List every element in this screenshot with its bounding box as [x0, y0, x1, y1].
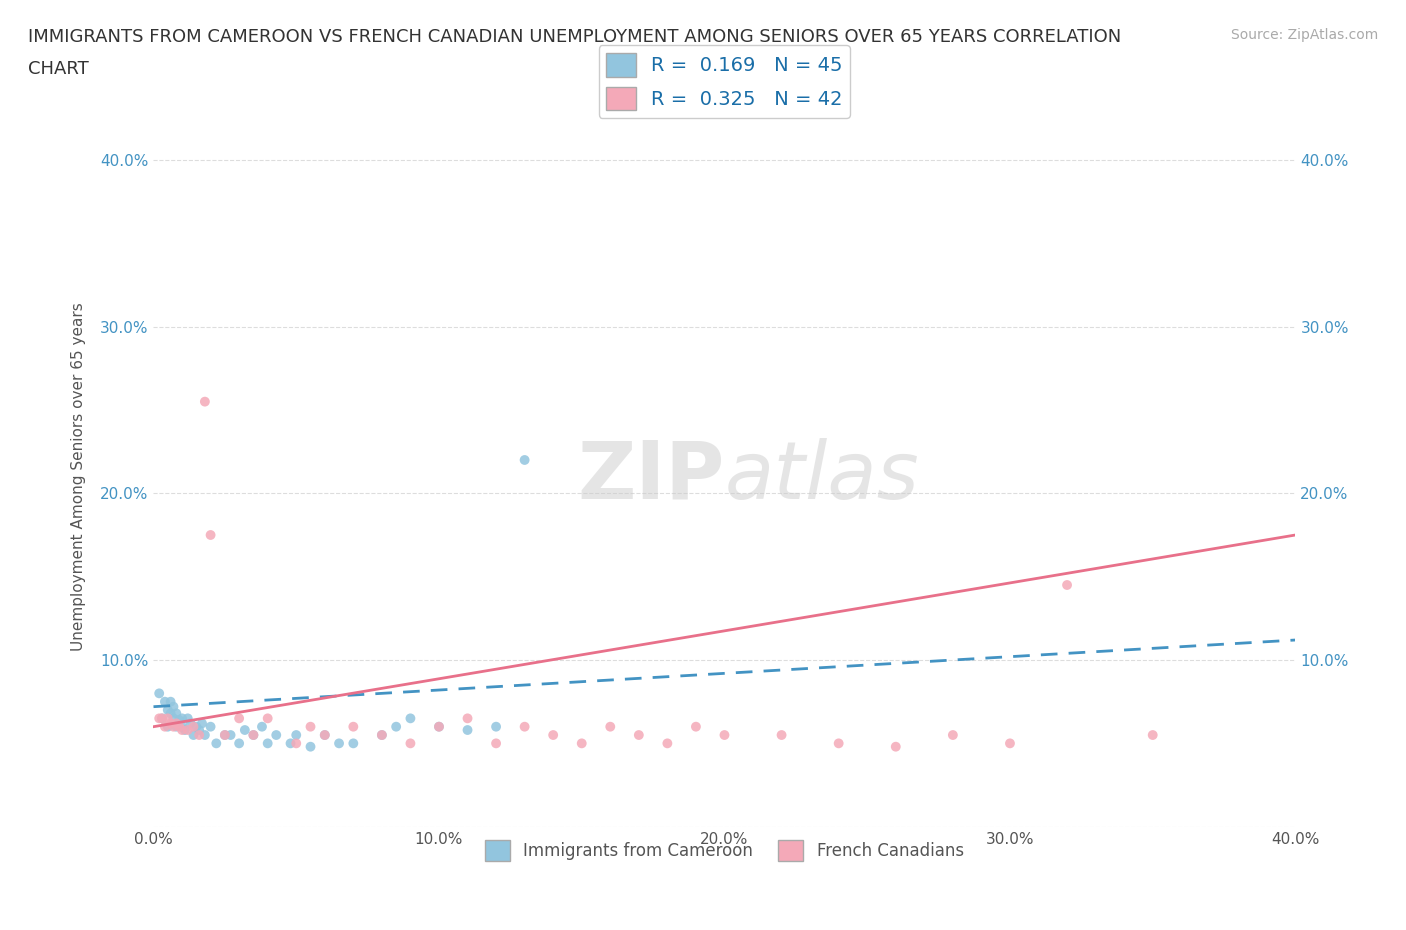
Point	[314, 727, 336, 742]
Point	[214, 727, 236, 742]
Point	[214, 727, 236, 742]
Point	[153, 695, 176, 710]
Text: atlas: atlas	[724, 438, 920, 515]
Point	[165, 719, 187, 734]
Point	[156, 711, 179, 725]
Point	[884, 739, 907, 754]
Point	[280, 736, 302, 751]
Point	[194, 394, 217, 409]
Text: CHART: CHART	[28, 60, 89, 78]
Point	[159, 695, 181, 710]
Point	[219, 727, 242, 742]
Point	[165, 716, 187, 731]
Point	[942, 727, 965, 742]
Point	[299, 739, 322, 754]
Point	[627, 727, 650, 742]
Point	[188, 727, 211, 742]
Point	[371, 727, 394, 742]
Point	[170, 723, 193, 737]
Point	[342, 736, 364, 751]
Point	[167, 719, 190, 734]
Point	[170, 719, 193, 734]
Point	[165, 706, 187, 721]
Point	[328, 736, 350, 751]
Text: IMMIGRANTS FROM CAMEROON VS FRENCH CANADIAN UNEMPLOYMENT AMONG SENIORS OVER 65 Y: IMMIGRANTS FROM CAMEROON VS FRENCH CANAD…	[28, 28, 1122, 46]
Point	[541, 727, 564, 742]
Point	[167, 712, 190, 727]
Point	[1056, 578, 1078, 592]
Point	[427, 719, 450, 734]
Point	[183, 727, 205, 742]
Point	[685, 719, 707, 734]
Point	[385, 719, 408, 734]
Point	[228, 736, 250, 751]
Point	[177, 723, 200, 737]
Legend: Immigrants from Cameroon, French Canadians: Immigrants from Cameroon, French Canadia…	[478, 833, 970, 868]
Point	[177, 711, 200, 725]
Point	[285, 727, 308, 742]
Point	[183, 719, 205, 734]
Point	[485, 736, 508, 751]
Point	[200, 527, 222, 542]
Point	[770, 727, 793, 742]
Point	[233, 723, 256, 737]
Point	[150, 711, 173, 725]
Point	[186, 719, 208, 734]
Point	[228, 711, 250, 725]
Point	[599, 719, 621, 734]
Point	[657, 736, 679, 751]
Point	[342, 719, 364, 734]
Point	[827, 736, 849, 751]
Point	[159, 716, 181, 731]
Point	[485, 719, 508, 734]
Point	[150, 711, 173, 725]
Point	[256, 711, 278, 725]
Point	[713, 727, 735, 742]
Point	[513, 719, 536, 734]
Point	[162, 719, 184, 734]
Point	[194, 727, 217, 742]
Point	[174, 723, 197, 737]
Point	[180, 716, 202, 731]
Point	[998, 736, 1021, 751]
Point	[191, 716, 214, 731]
Point	[159, 706, 181, 721]
Point	[399, 711, 422, 725]
Point	[285, 736, 308, 751]
Point	[457, 711, 479, 725]
Point	[170, 711, 193, 725]
Point	[153, 719, 176, 734]
Point	[242, 727, 264, 742]
Point	[205, 736, 228, 751]
Point	[250, 719, 273, 734]
Point	[264, 727, 287, 742]
Y-axis label: Unemployment Among Seniors over 65 years: Unemployment Among Seniors over 65 years	[72, 302, 86, 651]
Point	[200, 719, 222, 734]
Point	[256, 736, 278, 751]
Point	[156, 702, 179, 717]
Point	[1142, 727, 1164, 742]
Point	[427, 719, 450, 734]
Point	[371, 727, 394, 742]
Text: Source: ZipAtlas.com: Source: ZipAtlas.com	[1230, 28, 1378, 42]
Point	[156, 719, 179, 734]
Point	[162, 699, 184, 714]
Point	[188, 723, 211, 737]
Point	[148, 686, 170, 701]
Text: ZIP: ZIP	[578, 438, 724, 515]
Point	[399, 736, 422, 751]
Point	[148, 711, 170, 725]
Point	[571, 736, 593, 751]
Point	[299, 719, 322, 734]
Point	[162, 711, 184, 725]
Point	[314, 727, 336, 742]
Point	[457, 723, 479, 737]
Point	[242, 727, 264, 742]
Point	[513, 453, 536, 468]
